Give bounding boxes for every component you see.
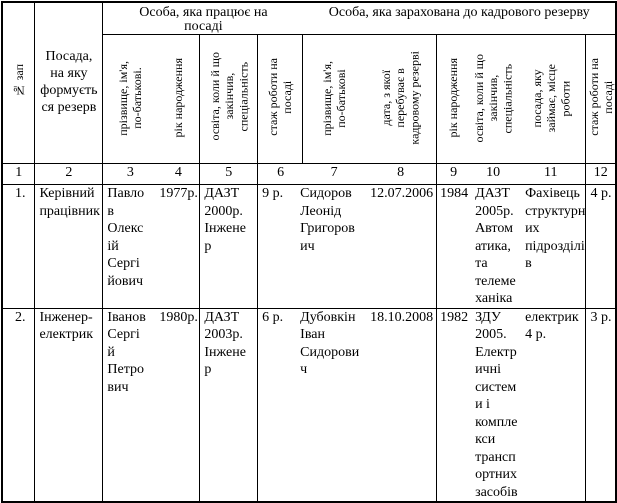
table-row: 1. Керівний працівник Павло в Олекс ій С… xyxy=(1,184,617,309)
col-header-experience-reserve: стаж роботи на посаді xyxy=(585,34,617,164)
cell-experience-current: 9 р. xyxy=(262,186,284,201)
cell-name-reserve: Дубовкін Іван Сидорови ч xyxy=(300,309,360,378)
col-number-12: 12 xyxy=(585,163,617,185)
cell-date-reserve: 12.07.2006 xyxy=(370,186,434,201)
cell-row-number: 2. xyxy=(1,307,36,503)
cell-reserve-exp-name-date: 9 р. Сидоров Леонід Григоров ич 12.07.20… xyxy=(257,184,438,309)
cell-birthyear-reserve: 1984 xyxy=(440,186,469,201)
col-headers-name-date-reserve: прізвище, ім'я, по-батькові дата, з якої… xyxy=(302,34,438,164)
col-headers-name-birth-current: прізвище, ім'я, по-батькові. рік народже… xyxy=(102,34,201,164)
col-header-birthyear-current: рік народження xyxy=(171,58,186,138)
cell-education-current: ДАЗТ 2000р. Інжене р xyxy=(199,184,259,309)
col-header-surname-reserve: прізвище, ім'я, по-батькові xyxy=(319,60,349,136)
col-header-position-reserve: посада, яку займає, місце роботи xyxy=(529,63,572,133)
col-numbers-9-10-11: 9 10 11 xyxy=(436,163,587,185)
cell-position-reserve: електрик 4 р. xyxy=(525,309,579,343)
col-numbers-3-4: 3 4 xyxy=(102,163,201,185)
cell-name-reserve: Сидоров Леонід Григоров ич xyxy=(300,186,355,254)
cell-row-number: 1. xyxy=(1,184,36,309)
col-header-date-reserve: дата, з якої перебуває в кадровому резер… xyxy=(379,51,422,145)
col-header-birthyear-reserve: рік народження xyxy=(446,58,461,138)
cell-reserve-exp-name-date: 6 р. Дубовкін Іван Сидорови ч 18.10.2008 xyxy=(257,307,438,503)
col-number-7: 7 xyxy=(330,165,338,180)
col-header-experience-current: стаж роботи на посаді xyxy=(257,34,304,164)
cell-position-reserve: Фахівець структурн их підрозділі в xyxy=(525,186,586,271)
cell-name-current: Іванов Сергі й Петро вич xyxy=(107,309,146,395)
cell-current-name-birth: Іванов Сергі й Петро вич 1980р. xyxy=(102,307,201,503)
cell-birthyear-reserve: 1982 xyxy=(440,309,469,325)
cell-birthyear-current: 1977р. xyxy=(159,186,198,201)
col-number-3: 3 xyxy=(126,165,134,180)
col-number-6: 6 xyxy=(277,165,285,180)
cell-education-reserve: ЗДУ 2005. Електр ичні систем и і компле … xyxy=(475,309,518,500)
cell-experience-current: 6 р. xyxy=(262,309,284,325)
col-header-number: № зап xyxy=(1,1,36,164)
group-header-current: Особа, яка працює на посаді xyxy=(139,5,268,34)
col-numbers-6-7-8: 6 7 8 xyxy=(257,163,438,185)
cell-reserve-birth-edu-pos: 1982 ЗДУ 2005. Електр ичні систем и і ко… xyxy=(436,307,587,503)
cell-current-name-birth: Павло в Олекс ій Сергі йович 1977р. xyxy=(102,184,201,309)
col-number-4: 4 xyxy=(174,165,182,180)
group-header-reserve: Особа, яка зарахована до кадрового резер… xyxy=(328,5,590,20)
table-row: 2. Інженер- електрик Іванов Сергі й Петр… xyxy=(1,307,617,503)
col-header-education-current: освіта, коли й що закінчив, спеціальніст… xyxy=(199,34,259,164)
cell-experience-reserve: 4 р. xyxy=(585,184,617,309)
col-number-10: 10 xyxy=(486,165,501,180)
col-number-8: 8 xyxy=(397,165,405,180)
col-number-1: 1 xyxy=(1,163,36,185)
col-header-surname-current: прізвище, ім'я, по-батькові. xyxy=(116,60,145,136)
col-number-2: 2 xyxy=(34,163,104,185)
cell-education-current: ДАЗТ 2003р. Інжене р xyxy=(199,307,259,503)
cell-experience-reserve: 3 р. xyxy=(585,307,617,503)
col-number-11: 11 xyxy=(544,165,558,180)
col-header-position-label: Посада, на яку формуєть ся резерв xyxy=(40,49,98,115)
col-header-position: Посада, на яку формуєть ся резерв xyxy=(34,1,104,164)
cell-name-current: Павло в Олекс ій Сергі йович xyxy=(107,186,145,289)
col-header-education-reserve: освіта, коли й що закінчив, спеціальніст… xyxy=(471,53,515,143)
cell-date-reserve: 18.10.2008 xyxy=(370,309,434,325)
col-headers-birth-edu-pos-reserve: рік народження освіта, коли й що закінчи… xyxy=(436,34,587,164)
cell-reserve-birth-edu-pos: 1984 ДАЗТ 2005р. Автом атика, та телеме … xyxy=(436,184,587,309)
cell-birthyear-current: 1980р. xyxy=(159,309,198,325)
col-number-5: 5 xyxy=(199,163,259,185)
col-header-number-label: № зап xyxy=(11,63,26,98)
cell-position: Інженер- електрик xyxy=(34,307,104,503)
col-number-9: 9 xyxy=(450,165,458,180)
cell-position: Керівний працівник xyxy=(34,184,104,309)
cell-education-reserve: ДАЗТ 2005р. Автом атика, та телеме ханік… xyxy=(475,186,516,306)
group-header-cell: Особа, яка працює на посаді Особа, яка з… xyxy=(102,1,617,35)
